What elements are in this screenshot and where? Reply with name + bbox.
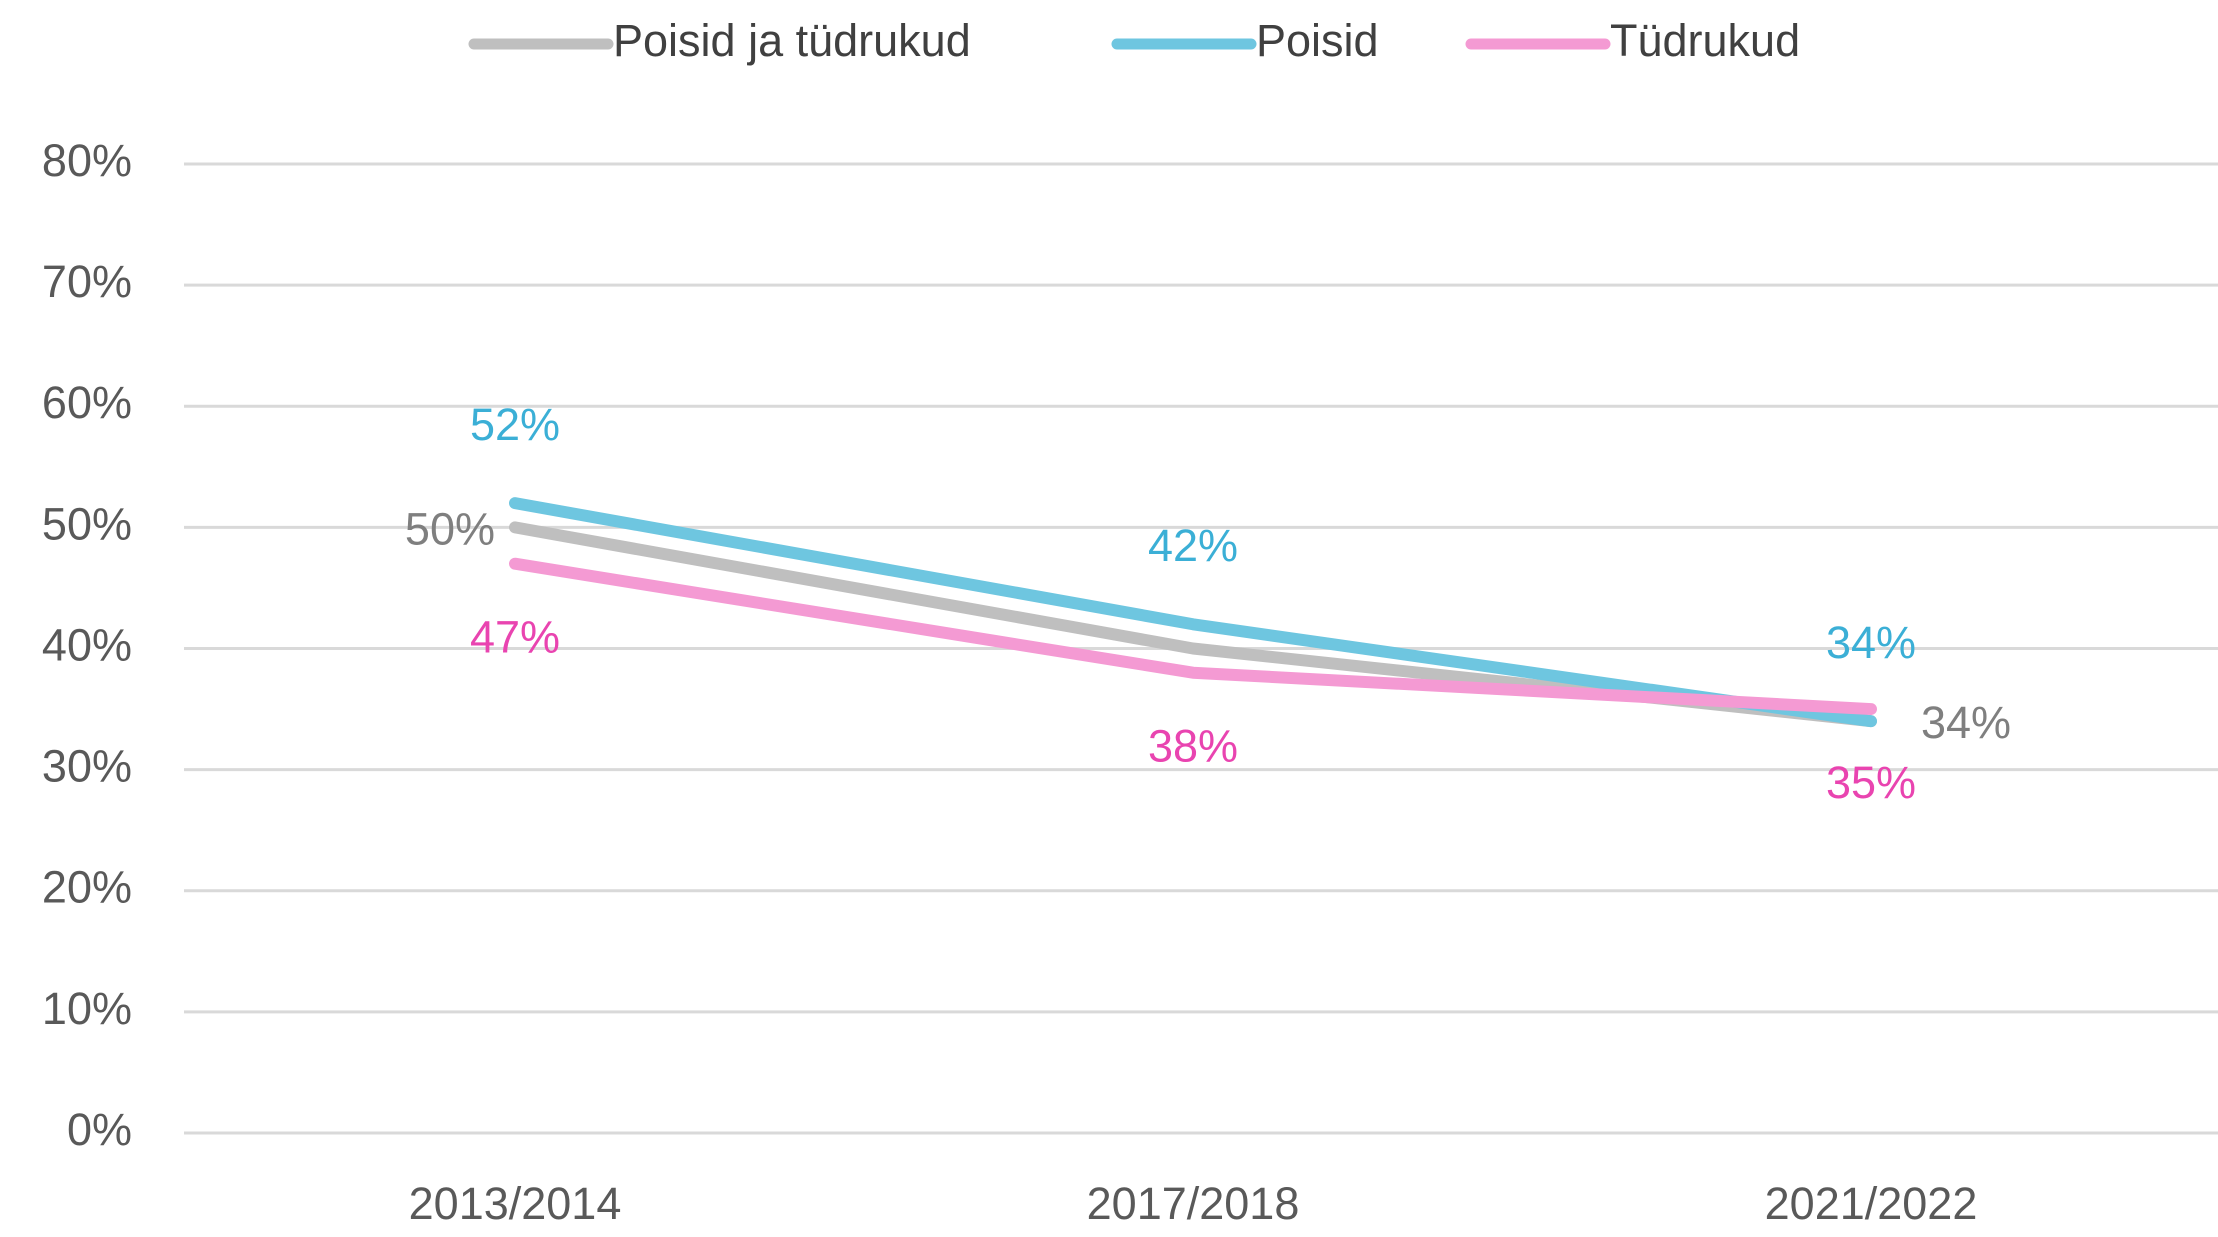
data-label: 34% [1826,617,1916,668]
data-label: 34% [1921,697,2011,748]
legend-label: Tüdrukud [1610,15,1800,66]
y-tick-label: 80% [42,135,132,186]
y-tick-label: 0% [67,1104,132,1155]
x-tick-label: 2013/2014 [409,1178,622,1229]
y-tick-label: 40% [42,619,132,670]
x-tick-label: 2017/2018 [1087,1178,1300,1229]
data-label: 50% [405,503,495,554]
data-label: 52% [470,399,560,450]
y-tick-label: 70% [42,256,132,307]
data-label: 38% [1148,721,1238,772]
y-tick-label: 30% [42,741,132,792]
series-line [509,497,1877,728]
data-label: 35% [1826,757,1916,808]
y-tick-label: 10% [42,983,132,1034]
x-tick-label: 2021/2022 [1765,1178,1978,1229]
data-label: 47% [470,612,560,663]
data-label: 42% [1148,520,1238,571]
legend-label: Poisid ja tüdrukud [613,15,971,66]
legend-label: Poisid [1256,15,1379,66]
y-tick-label: 50% [42,498,132,549]
series-line [509,557,1877,716]
y-tick-label: 60% [42,377,132,428]
y-tick-label: 20% [42,862,132,913]
